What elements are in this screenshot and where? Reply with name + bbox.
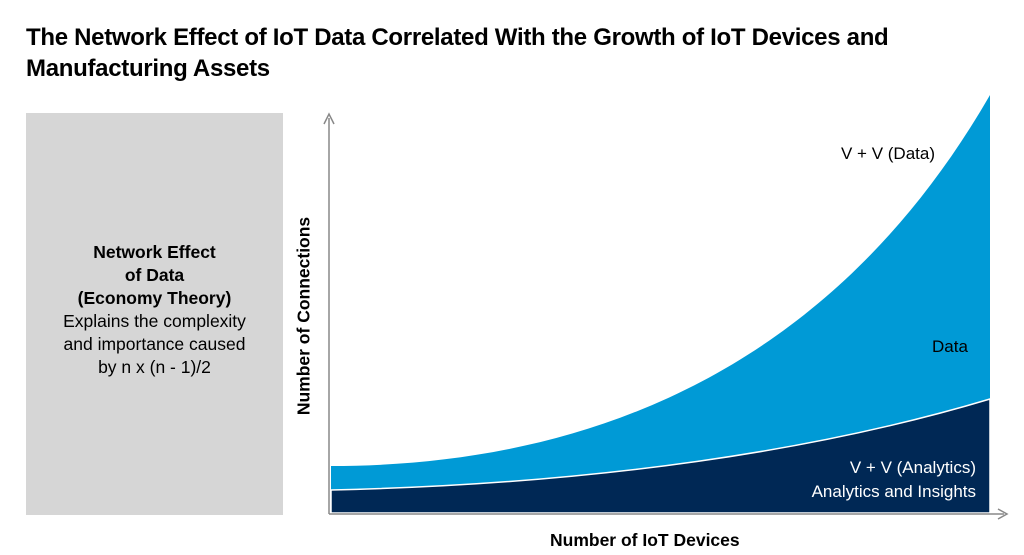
- vv-analytics-label: V + V (Analytics): [849, 458, 976, 477]
- side-panel-text: Network Effect of Data (Economy Theory) …: [26, 241, 283, 379]
- side-heading-2: of Data: [124, 265, 185, 285]
- side-body-1: Explains the complexity: [63, 311, 246, 331]
- y-axis-label: Number of Connections: [293, 216, 314, 416]
- side-body-3: by n x (n - 1)/2: [98, 357, 211, 377]
- x-axis-label: Number of IoT Devices: [550, 530, 740, 550]
- vv-data-label: V + V (Data): [841, 144, 936, 163]
- analytics-label: Analytics and Insights: [811, 482, 976, 501]
- page-title: The Network Effect of IoT Data Correlate…: [26, 24, 889, 82]
- side-heading-1: Network Effect: [93, 242, 216, 262]
- data-area: [331, 95, 990, 513]
- x-axis-arrow-icon: [997, 508, 1009, 520]
- data-label: Data: [932, 337, 968, 356]
- side-body-2: and importance caused: [63, 334, 246, 354]
- side-panel: Network Effect of Data (Economy Theory) …: [26, 113, 283, 515]
- side-heading-3: (Economy Theory): [77, 288, 232, 308]
- y-axis-arrow-icon: [323, 112, 335, 125]
- analytics-area: [330, 397, 991, 514]
